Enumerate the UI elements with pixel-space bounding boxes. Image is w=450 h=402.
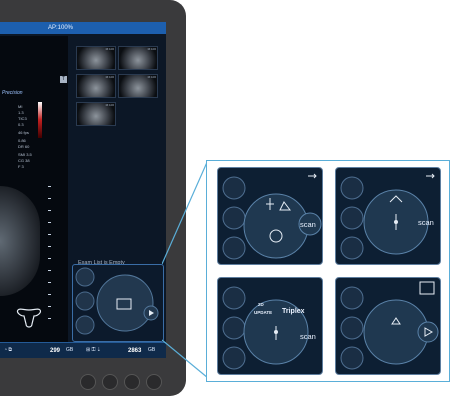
param-f: F 3 [18,164,24,169]
param-cg: CG 38 [18,158,30,163]
scan-label: scan [300,220,316,229]
thumbnail[interactable]: M:100 [76,46,116,70]
t-icon[interactable]: T [60,76,67,83]
param-tic: TIC3 [18,116,27,121]
param-fps: 46 fps [18,130,29,135]
param-smi: SMI 3.5 [18,152,32,157]
param-dr: DR 60 [18,144,30,149]
mini-touch-panel[interactable] [72,264,164,342]
param-mi-value: 1.3 [18,110,24,115]
touch-panel-callout: scan scan 2D UPDATE Triplex scan [206,160,450,382]
hardware-button[interactable] [80,374,96,390]
panel-1-graphics [222,173,322,260]
panel-2-graphics [340,173,435,260]
image-area[interactable]: Precision MI 1.3 TIC3 0.3 46 fps 0.86 DR… [0,36,68,342]
gray-map-bar [38,102,42,138]
ultrasound-screen: AP:100% Precision MI 1.3 TIC3 0.3 46 fps… [0,22,166,358]
depth-scale [48,186,51,326]
thumbnail[interactable]: M:100 [118,46,158,70]
storage-left-value: 299 [50,348,61,354]
thumbnail[interactable]: M:100 [118,74,158,98]
ultrasound-image [0,186,40,296]
thumbnail-strip: M:100 M:100 M:100 M:100 M:100 [76,46,158,156]
mini-panel-controls [75,267,159,335]
top-status-bar: AP:100% [0,22,166,34]
touch-panel-3[interactable]: 2D UPDATE Triplex scan [217,277,323,375]
panel-3-graphics [222,286,309,370]
touch-panel-1[interactable]: scan [217,167,323,265]
hardware-button[interactable] [124,374,140,390]
param-tic-value: 0.3 [18,122,24,127]
bottom-status-bar: ◔ ⧉ 299 GB ⊞ ⚿ ⇣ 2863 GB [0,342,166,358]
thumbnail[interactable]: M:100 [76,102,116,126]
hardware-button[interactable] [146,374,162,390]
storage-right-value: 2863 [128,348,142,354]
touch-panel-4[interactable] [335,277,441,375]
panel-4-graphics [340,281,439,370]
hardware-button[interactable] [102,374,118,390]
wifi-icon: ◔ ⧉ [4,347,12,353]
power-readout: AP:100% [48,25,74,31]
update-top-label: 2D [258,302,264,307]
param-mi: MI [18,104,23,109]
brand-label: Precision [2,90,23,96]
scan-label: scan [300,332,316,341]
update-label: UPDATE [254,310,273,315]
uterus-icon [16,308,42,328]
scan-label: scan [418,218,434,227]
exam-list-status: Exam List is Empty [78,260,125,266]
param-depth: 0.86 [18,138,26,143]
usb-icon: ⊞ ⚿ ⇣ [86,347,101,353]
touch-panel-2[interactable]: scan [335,167,441,265]
triplex-label: Triplex [282,308,305,315]
storage-right-unit: GB [148,347,156,353]
thumbnail[interactable]: M:100 [76,74,116,98]
storage-left-unit: GB [66,347,74,353]
callout-connector [162,160,209,379]
